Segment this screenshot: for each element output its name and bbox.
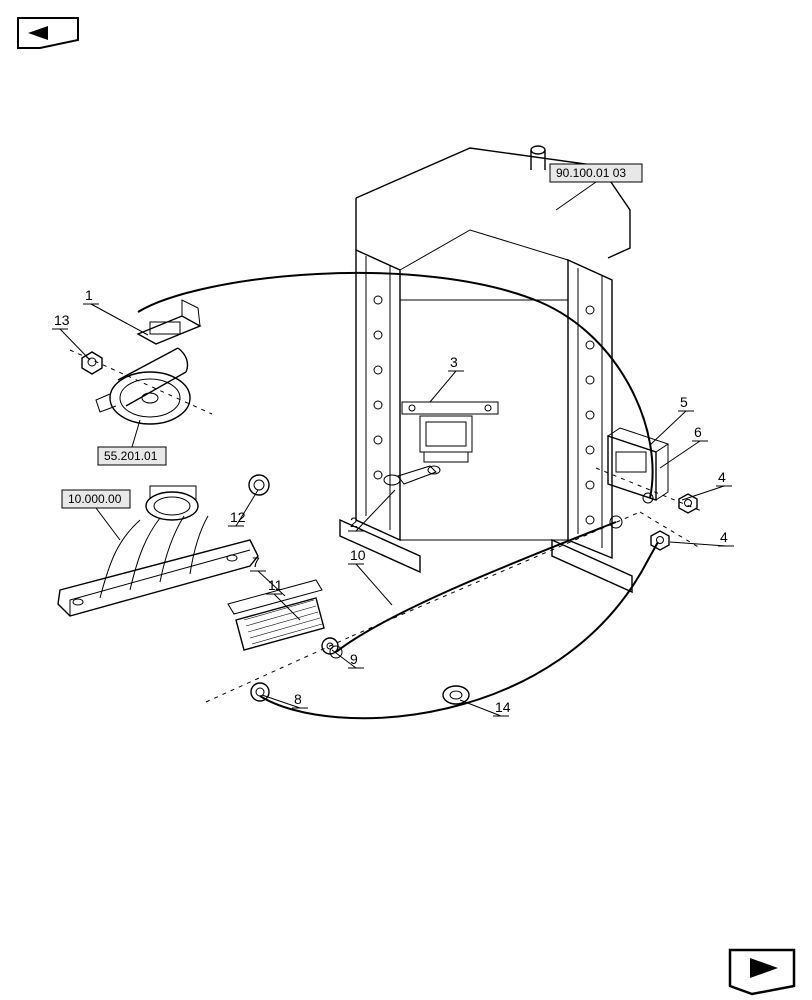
support-frame — [340, 146, 632, 592]
callout-13: 13 — [52, 312, 90, 360]
callout-label-11: 11 — [268, 577, 283, 593]
part-box-starter-label: 55.201.01 — [104, 449, 158, 463]
callout-14: 14 — [460, 699, 511, 716]
part-box-frame-label: 90.100.01 03 — [556, 166, 626, 180]
corner-icon-top-left[interactable] — [18, 18, 78, 48]
callout-label-10: 10 — [350, 547, 366, 563]
callout-label-3: 3 — [450, 354, 458, 370]
callout-label-5: 5 — [680, 394, 688, 410]
fuse-2 — [384, 466, 440, 485]
callout-label-6: 6 — [694, 424, 702, 440]
callout-label-13: 13 — [54, 312, 70, 328]
callout-label-7: 7 — [252, 554, 260, 570]
callout-label-9: 9 — [350, 651, 358, 667]
callout-11: 11 — [266, 577, 300, 620]
callout-label-8: 8 — [294, 691, 302, 707]
eyelet-8 — [251, 683, 269, 701]
starter-motor — [96, 300, 200, 424]
nut-4a — [679, 494, 697, 513]
callout-5: 5 — [650, 394, 694, 445]
callout-label-4b: 4 — [720, 529, 728, 545]
callout-label-1: 1 — [85, 287, 93, 303]
callout-label-14: 14 — [495, 699, 511, 715]
assembly-axes — [70, 350, 704, 702]
part-box-frame: 90.100.01 03 — [550, 164, 642, 210]
callout-label-4a: 4 — [718, 469, 726, 485]
part-box-manifold-label: 10.000.00 — [68, 492, 122, 506]
callout-6: 6 — [660, 424, 708, 468]
callout-12: 12 — [228, 490, 258, 526]
bracket-3 — [402, 402, 498, 462]
callout-3: 3 — [430, 354, 464, 402]
washer-14 — [443, 686, 469, 704]
callout-2: 2 — [348, 490, 395, 531]
cables — [138, 273, 658, 718]
nut-4b — [651, 531, 669, 550]
relay-5-6 — [608, 428, 668, 503]
callout-label-12: 12 — [230, 509, 246, 525]
callouts: 1 13 3 56 4 4 2 12 7 11 10 9 8 14 — [52, 287, 734, 716]
corner-icon-bottom-right[interactable] — [730, 950, 794, 994]
part-box-manifold: 10.000.00 — [62, 490, 130, 540]
part-box-starter: 55.201.01 — [98, 420, 166, 465]
callout-label-2: 2 — [350, 514, 358, 530]
grommet-12 — [249, 475, 269, 495]
callout-9: 9 — [332, 650, 364, 668]
callout-4b: 4 — [670, 529, 734, 546]
